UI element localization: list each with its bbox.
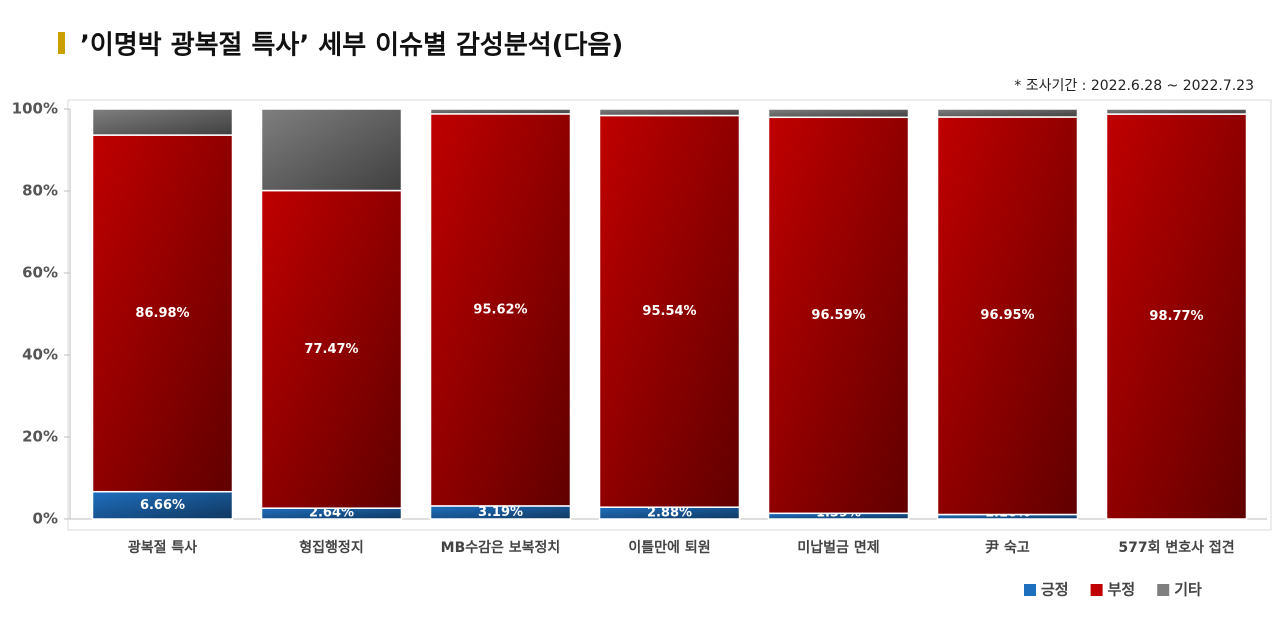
- chart-title: ’이명박 광복절 특사’ 세부 이슈별 감성분석(다음): [80, 31, 623, 61]
- bar-segment: [260, 108, 403, 192]
- y-tick-label: 0%: [33, 510, 58, 528]
- x-tick-label: 이틀만에 퇴원: [628, 539, 710, 556]
- value-label: 3.19%: [478, 505, 523, 520]
- bar-segment: [429, 108, 572, 115]
- value-label: 86.98%: [135, 306, 189, 321]
- bar-segment: [91, 490, 234, 520]
- bar-segment: [91, 108, 234, 136]
- bar-segment: [1105, 113, 1248, 520]
- y-tick-label: 40%: [22, 346, 58, 364]
- value-label: 6.66%: [140, 498, 185, 513]
- bar-segment: [936, 108, 1079, 118]
- bar-segment: [598, 108, 741, 117]
- value-label: 95.54%: [642, 304, 696, 319]
- y-tick-label: 20%: [22, 428, 58, 446]
- y-tick-label: 80%: [22, 182, 58, 200]
- bar-segment: [936, 116, 1079, 516]
- value-label: 2.64%: [309, 506, 354, 521]
- bar-segment: [429, 113, 572, 507]
- value-label: 96.95%: [980, 308, 1034, 323]
- x-tick-label: 577회 변호사 접견: [1118, 539, 1234, 556]
- value-label: 2.88%: [647, 506, 692, 521]
- legend-label: 긍정: [1041, 581, 1069, 599]
- legend-swatch: [1024, 584, 1036, 596]
- chart-subtitle: * 조사기간 : 2022.6.28 ~ 2022.7.23: [1014, 78, 1254, 94]
- bar-segment: [260, 189, 403, 509]
- x-tick-label: 미납벌금 면제: [797, 539, 879, 556]
- value-label: 96.59%: [811, 308, 865, 323]
- value-label: 95.62%: [473, 302, 527, 317]
- x-tick-label: 尹 숙고: [985, 540, 1030, 556]
- bar-segment: [1105, 108, 1248, 115]
- legend-swatch: [1090, 584, 1103, 596]
- x-tick-label: 광복절 특사: [128, 539, 197, 556]
- legend-swatch: [1157, 584, 1170, 596]
- plot-frame: [67, 99, 1272, 531]
- bar-segment: [598, 114, 741, 508]
- legend-label: 기타: [1174, 581, 1202, 599]
- x-tick-label: 형집행정지: [299, 539, 363, 556]
- bar-segment: [767, 116, 910, 515]
- value-label: 77.47%: [304, 342, 358, 357]
- y-tick-label: 60%: [22, 264, 58, 282]
- title-marker: [58, 32, 65, 54]
- bar-segment: [767, 108, 910, 119]
- value-label: 98.77%: [1149, 309, 1203, 324]
- legend-label: 부정: [1108, 581, 1136, 599]
- x-tick-label: MB수감은 보복정치: [441, 539, 561, 556]
- y-tick-label: 100%: [12, 100, 58, 118]
